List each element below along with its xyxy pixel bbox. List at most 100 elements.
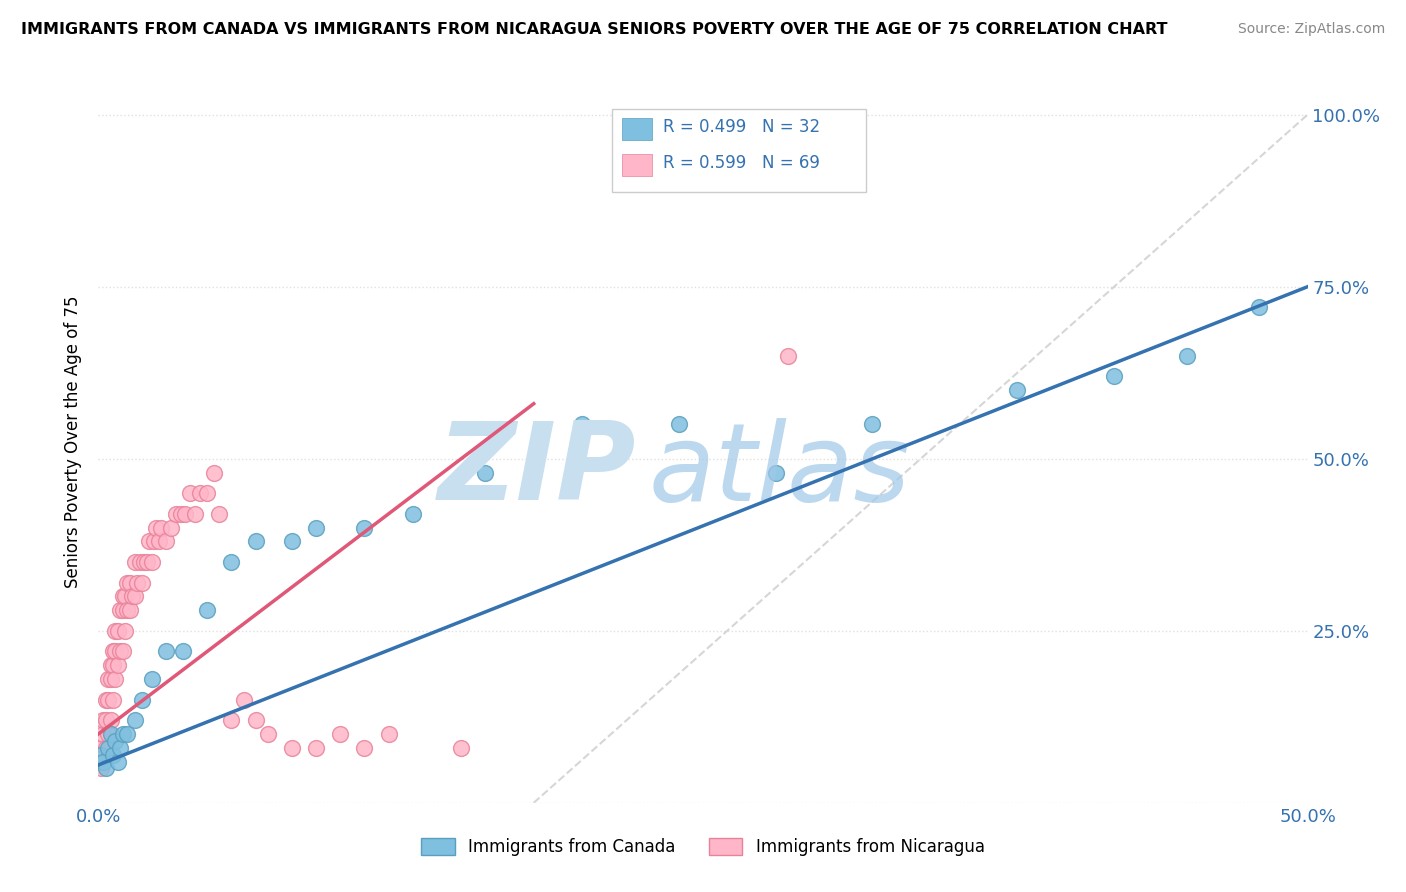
- Point: [1007, 383, 1029, 397]
- Point: [101, 644, 124, 658]
- Point: [131, 575, 153, 590]
- Point: [114, 590, 136, 604]
- Point: [184, 507, 207, 521]
- Point: [118, 575, 141, 590]
- Text: R = 0.599   N = 69: R = 0.599 N = 69: [664, 154, 820, 172]
- Legend: Immigrants from Canada, Immigrants from Nicaragua: Immigrants from Canada, Immigrants from …: [415, 831, 991, 863]
- Point: [148, 534, 170, 549]
- Point: [188, 486, 211, 500]
- Point: [100, 727, 122, 741]
- Point: [90, 740, 112, 755]
- Point: [135, 555, 157, 569]
- Point: [128, 555, 150, 569]
- Point: [353, 740, 375, 755]
- Point: [101, 747, 124, 762]
- Point: [91, 713, 114, 727]
- Point: [281, 740, 304, 755]
- Point: [117, 603, 139, 617]
- Point: [204, 466, 226, 480]
- Point: [117, 727, 139, 741]
- Point: [108, 740, 131, 755]
- Point: [107, 624, 129, 638]
- Point: [450, 740, 472, 755]
- Point: [91, 755, 114, 769]
- Point: [104, 672, 127, 686]
- Point: [94, 692, 117, 706]
- Point: [124, 590, 146, 604]
- Point: [776, 349, 799, 363]
- Point: [124, 713, 146, 727]
- Point: [118, 603, 141, 617]
- Point: [111, 590, 134, 604]
- Point: [107, 658, 129, 673]
- Point: [94, 761, 117, 775]
- Point: [108, 603, 131, 617]
- Point: [104, 644, 127, 658]
- Point: [91, 727, 114, 741]
- Point: [94, 740, 117, 755]
- Point: [97, 727, 120, 741]
- Point: [100, 658, 122, 673]
- Point: [165, 507, 187, 521]
- Text: atlas: atlas: [648, 418, 911, 523]
- Point: [353, 520, 375, 534]
- Point: [169, 507, 191, 521]
- Point: [1249, 301, 1271, 315]
- Point: [305, 740, 328, 755]
- Point: [172, 644, 194, 658]
- Point: [90, 761, 112, 775]
- Point: [377, 727, 399, 741]
- Point: [1175, 349, 1198, 363]
- Point: [174, 507, 197, 521]
- Point: [208, 507, 231, 521]
- Point: [97, 672, 120, 686]
- Point: [765, 466, 787, 480]
- Point: [160, 520, 183, 534]
- Text: ZIP: ZIP: [439, 417, 637, 524]
- Point: [195, 603, 218, 617]
- Point: [402, 507, 425, 521]
- Point: [305, 520, 328, 534]
- Point: [134, 555, 156, 569]
- Point: [245, 713, 267, 727]
- Text: Source: ZipAtlas.com: Source: ZipAtlas.com: [1237, 22, 1385, 37]
- Point: [104, 734, 127, 748]
- Point: [91, 755, 114, 769]
- Point: [329, 727, 352, 741]
- Point: [90, 747, 112, 762]
- Point: [145, 520, 167, 534]
- Point: [150, 520, 173, 534]
- Point: [124, 555, 146, 569]
- Point: [100, 713, 122, 727]
- Text: IMMIGRANTS FROM CANADA VS IMMIGRANTS FROM NICARAGUA SENIORS POVERTY OVER THE AGE: IMMIGRANTS FROM CANADA VS IMMIGRANTS FRO…: [21, 22, 1167, 37]
- Point: [97, 740, 120, 755]
- Y-axis label: Seniors Poverty Over the Age of 75: Seniors Poverty Over the Age of 75: [65, 295, 83, 588]
- Text: R = 0.499   N = 32: R = 0.499 N = 32: [664, 119, 820, 136]
- Point: [131, 692, 153, 706]
- Point: [221, 555, 243, 569]
- FancyBboxPatch shape: [613, 109, 866, 193]
- Point: [474, 466, 496, 480]
- Point: [117, 575, 139, 590]
- Point: [179, 486, 201, 500]
- Point: [111, 603, 134, 617]
- Point: [281, 534, 304, 549]
- Point: [195, 486, 218, 500]
- Point: [155, 644, 177, 658]
- Point: [114, 624, 136, 638]
- Point: [143, 534, 166, 549]
- Point: [111, 644, 134, 658]
- Point: [107, 755, 129, 769]
- Point: [155, 534, 177, 549]
- Point: [221, 713, 243, 727]
- Point: [97, 692, 120, 706]
- Point: [100, 672, 122, 686]
- FancyBboxPatch shape: [621, 154, 652, 176]
- Point: [94, 713, 117, 727]
- Point: [111, 727, 134, 741]
- Point: [860, 417, 883, 432]
- Point: [141, 555, 163, 569]
- Point: [108, 644, 131, 658]
- Point: [571, 417, 593, 432]
- Point: [668, 417, 690, 432]
